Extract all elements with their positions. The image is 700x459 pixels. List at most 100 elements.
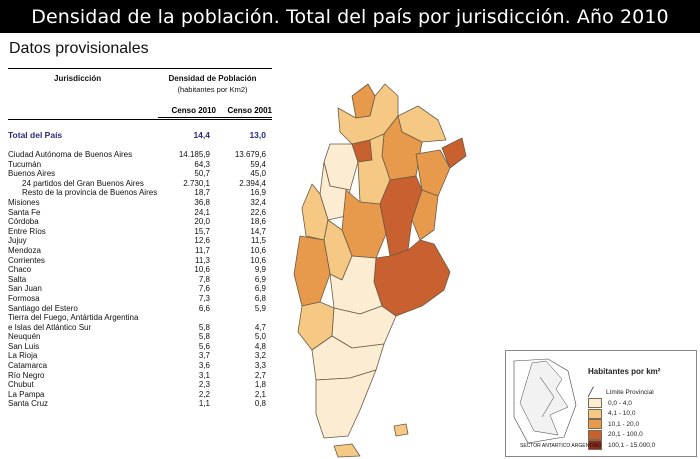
table-cell-c2001: 59,4 xyxy=(250,159,266,169)
region-buenos-aires xyxy=(373,239,451,317)
legend-swatch xyxy=(588,408,602,419)
table-top-rule xyxy=(8,68,272,69)
table-cell-c2001 xyxy=(210,313,266,323)
table-cell-c2010: 20,0 xyxy=(194,217,210,227)
table-cell-c2001: 0,8 xyxy=(254,399,266,409)
table-row: Resto de la provincia de Buenos Aires 18,… xyxy=(8,188,272,198)
table-row: Chaco 10,6 9,9 xyxy=(8,265,272,275)
argentina-map xyxy=(293,83,467,458)
antarctic-inset-map xyxy=(513,358,577,444)
col-censo-2001: Censo 2001 xyxy=(227,106,272,115)
legend-swatch xyxy=(588,398,602,408)
table-row: Santiago del Estero 6,6 5,9 xyxy=(8,304,272,314)
legend-item: 0,0 - 4,0 xyxy=(588,398,632,408)
table-cell-c2010 xyxy=(154,313,210,323)
table-cell-c2001: 5,0 xyxy=(254,332,266,342)
table-column-header: Jurisdicción Densidad de Población (habi… xyxy=(8,74,272,94)
table-cell-name: Río Negro xyxy=(8,370,45,380)
table-row: San Luis 5,6 4,8 xyxy=(8,342,272,352)
table-body: Ciudad Autónoma de Buenos Aires 14.185,9 1… xyxy=(8,150,272,409)
table-cell-c2010: 5,8 xyxy=(198,322,210,332)
table-cell-c2001: 16,9 xyxy=(250,188,266,198)
density-table: Jurisdicción Densidad de Población (habi… xyxy=(8,68,272,409)
table-row: La Pampa 2,2 2,1 xyxy=(8,390,272,400)
legend-item: 100,1 - 15.000,0 xyxy=(588,440,655,450)
table-row: Salta 7,8 6,9 xyxy=(8,275,272,285)
col-censo-2010: Censo 2010 xyxy=(171,106,216,115)
table-cell-c2010: 11,3 xyxy=(195,255,210,265)
table-row: Ciudad Autónoma de Buenos Aires 14.185,9 1… xyxy=(8,150,272,160)
table-cell-c2010: 2.730,1 xyxy=(183,178,210,188)
legend-label: 10,1 - 20,0 xyxy=(608,420,640,428)
table-row: Formosa 7,3 6,8 xyxy=(8,294,272,304)
table-cell-c2010: 7,3 xyxy=(198,293,210,303)
table-row: e Islas del Atlántico Sur 5,8 4,7 xyxy=(8,323,272,333)
table-cell-c2010: 3,7 xyxy=(198,351,210,361)
col-jurisdiccion: Jurisdicción xyxy=(54,74,102,83)
antarctic-sector-label: SECTOR ANTARTICO ARGENTINO xyxy=(520,443,602,449)
table-row: Córdoba 20,0 18,6 xyxy=(8,217,272,227)
table-cell-c2001: 2,1 xyxy=(254,389,266,399)
table-cell-name: Buenos Aires xyxy=(8,169,56,179)
table-cell-c2010: 3,6 xyxy=(198,361,210,371)
table-cell-name: 24 partidos del Gran Buenos Aires xyxy=(22,178,144,188)
region-misiones xyxy=(441,137,467,169)
table-cell-c2001: 3,2 xyxy=(254,351,266,361)
region-mendoza xyxy=(293,235,331,307)
page-title-bar: Densidad de la población. Total del país… xyxy=(0,0,700,33)
legend-item: 4,1 - 10,0 xyxy=(588,408,636,419)
census-header-rule xyxy=(158,117,272,118)
col-densidad-label: Densidad de Población xyxy=(168,74,257,83)
legend-label: 100,1 - 15.000,0 xyxy=(608,441,656,449)
table-cell-name: Mendoza xyxy=(8,245,41,255)
table-cell-name: Catamarca xyxy=(8,361,48,371)
table-cell-c2010: 1,1 xyxy=(198,399,210,409)
region-corrientes xyxy=(415,149,451,197)
table-row: San Juan 7,6 6,9 xyxy=(8,284,272,294)
table-cell-c2001: 9,9 xyxy=(254,265,266,275)
legend-label: 4,1 - 10,0 xyxy=(608,410,636,417)
table-cell-c2001: 10,6 xyxy=(250,245,266,255)
legend-swatch xyxy=(588,429,602,440)
legend-item: 20,1 - 100,0 xyxy=(588,429,643,440)
table-row: Neuquén 5,8 5,0 xyxy=(8,332,272,342)
table-row: Chubut 2,3 1,8 xyxy=(8,380,272,390)
table-cell-c2001: 4,8 xyxy=(254,341,266,351)
table-cell-c2001: 18,6 xyxy=(250,217,266,227)
table-cell-name: Formosa xyxy=(8,293,40,303)
table-cell-name: Chubut xyxy=(8,380,34,390)
table-cell-c2001: 6,9 xyxy=(254,284,266,294)
legend-item: 10,1 - 20,0 xyxy=(588,419,639,429)
table-cell-c2010: 3,1 xyxy=(198,370,210,380)
table-cell-c2001: 5,9 xyxy=(254,303,266,313)
total-2001: 13,0 xyxy=(249,130,266,140)
total-2010: 14,4 xyxy=(193,130,210,140)
table-cell-c2001: 22,6 xyxy=(250,207,266,217)
table-cell-c2001: 3,3 xyxy=(254,361,266,371)
table-cell-name: Corrientes xyxy=(8,255,45,265)
legend-swatch xyxy=(588,419,602,429)
col-unidad: (habitantes por Km2) xyxy=(177,85,248,94)
subtitle: Datos provisionales xyxy=(9,40,149,57)
table-row: Santa Fe 24,1 22,6 xyxy=(8,208,272,218)
table-cell-c2010: 6,6 xyxy=(198,303,210,313)
table-cell-c2010: 5,6 xyxy=(198,341,210,351)
table-cell-c2010: 18,7 xyxy=(194,188,210,198)
table-row: Tucumán 64,3 59,4 xyxy=(8,160,272,170)
table-cell-c2001: 1,8 xyxy=(254,380,266,390)
legend-label: 0,0 - 4,0 xyxy=(608,399,632,407)
table-row: Catamarca 3,6 3,3 xyxy=(8,361,272,371)
table-cell-name: Tucumán xyxy=(8,159,42,169)
region-entre-rios xyxy=(411,189,439,241)
table-cell-c2010: 7,8 xyxy=(198,274,210,284)
table-cell-c2001: 32,4 xyxy=(250,197,266,207)
table-cell-name: La Rioja xyxy=(8,351,38,361)
legend-swatch xyxy=(588,440,602,450)
table-cell-c2001: 4,7 xyxy=(254,322,266,332)
table-cell-name: Resto de la provincia de Buenos Aires xyxy=(22,188,158,198)
table-row: Misiones 36,8 32,4 xyxy=(8,198,272,208)
table-cell-c2010: 50,7 xyxy=(194,169,210,179)
table-cell-name: Salta xyxy=(8,274,27,284)
table-cell-c2001: 2,7 xyxy=(254,370,266,380)
limit-line-icon: ╱ xyxy=(588,387,594,397)
